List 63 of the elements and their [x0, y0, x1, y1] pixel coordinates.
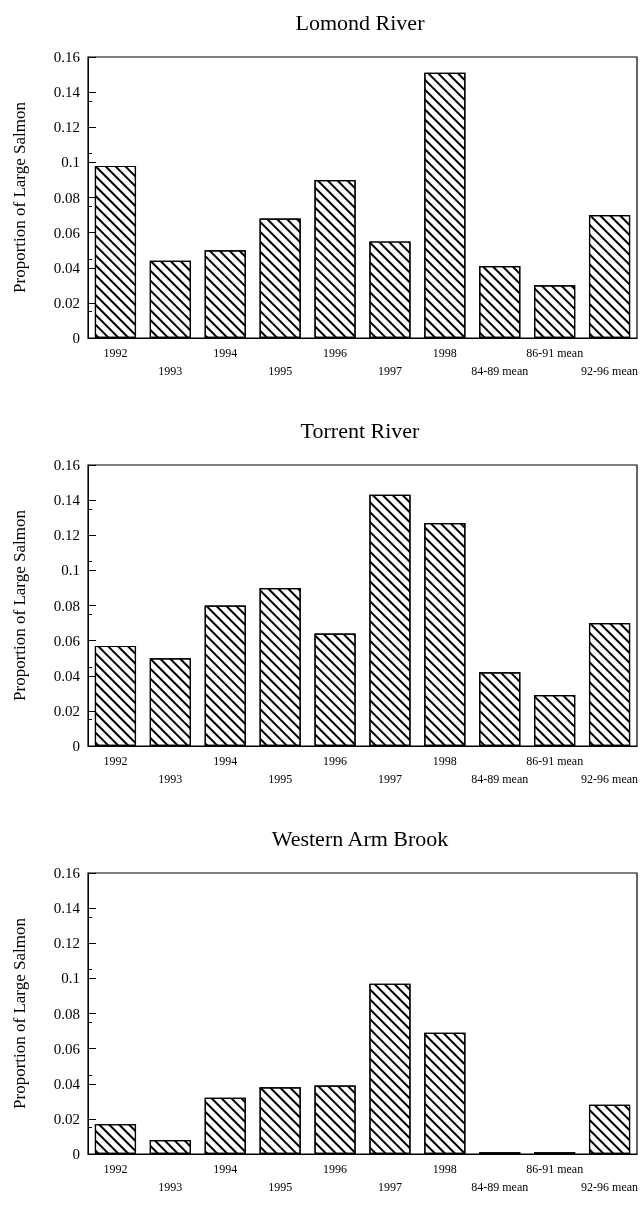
x-tick-label: 1996: [323, 754, 348, 768]
x-tick-label: 86-91 mean: [526, 1162, 584, 1176]
y-tick-label: 0.06: [53, 1040, 81, 1057]
y-tick-label: 0.14: [53, 492, 81, 509]
x-tick-label: 1993: [158, 1180, 183, 1194]
x-tick-label: 1992: [103, 754, 128, 768]
x-tick-label: 1997: [377, 772, 402, 786]
x-tick-label: 1994: [213, 1162, 238, 1176]
y-tick-label: 0.08: [53, 597, 80, 614]
y-tick-label: 0.1: [61, 154, 80, 171]
x-tick-label: 1992: [103, 1162, 128, 1176]
x-tick-label: 1995: [268, 1180, 293, 1194]
y-tick-label: 0.1: [61, 970, 80, 987]
x-tick-label: 1998: [432, 1162, 457, 1176]
y-tick-label: 0.04: [53, 667, 81, 684]
x-tick-label: 1995: [268, 364, 293, 378]
y-tick-label: 0.1: [61, 562, 80, 579]
x-tick-label: 1994: [213, 346, 238, 360]
x-tick-label: 1996: [323, 1162, 348, 1176]
y-axis-title: Proportion of Large Salmon: [10, 509, 29, 701]
y-axis-title: Proportion of Large Salmon: [10, 917, 29, 1109]
x-tick-label: 1997: [377, 364, 402, 378]
y-tick-label: 0.04: [53, 1075, 81, 1092]
x-tick-label: 1992: [103, 346, 128, 360]
chart-title: Torrent River: [300, 417, 421, 443]
chart-title: Lomond River: [295, 9, 426, 35]
y-tick-label: 0.08: [53, 189, 80, 206]
x-tick-label: 1996: [323, 346, 348, 360]
y-tick-label: 0.16: [53, 865, 81, 881]
y-tick-label: 0.08: [53, 1005, 80, 1022]
y-tick-label: 0.06: [53, 224, 81, 241]
y-tick-label: 0: [72, 330, 80, 346]
y-tick-label: 0.02: [53, 294, 80, 311]
y-tick-label: 0.12: [53, 119, 80, 136]
y-tick-label: 0.16: [53, 49, 81, 65]
y-tick-label: 0.02: [53, 702, 80, 719]
x-tick-label: 86-91 mean: [526, 346, 584, 360]
x-tick-label: 86-91 mean: [526, 754, 584, 768]
y-tick-label: 0: [72, 738, 80, 754]
y-tick-label: 0.14: [53, 900, 81, 917]
x-tick-label: 84-89 mean: [471, 364, 529, 378]
x-tick-label: 92-96 mean: [581, 1180, 639, 1194]
x-tick-label: 1998: [432, 346, 457, 360]
x-tick-label: 1998: [432, 754, 457, 768]
y-tick-label: 0.02: [53, 1110, 80, 1127]
y-tick-label: 0.16: [53, 457, 81, 473]
y-tick-label: 0.12: [53, 935, 80, 952]
chart-title: Western Arm Brook: [271, 825, 449, 851]
y-tick-label: 0.04: [53, 259, 81, 276]
x-tick-label: 92-96 mean: [581, 364, 639, 378]
y-tick-label: 0.12: [53, 527, 80, 544]
x-tick-label: 1993: [158, 364, 183, 378]
x-tick-label: 1995: [268, 772, 293, 786]
y-tick-label: 0.06: [53, 632, 81, 649]
x-tick-label: 84-89 mean: [471, 772, 529, 786]
y-tick-label: 0: [72, 1146, 80, 1162]
y-tick-label: 0.14: [53, 84, 81, 101]
y-axis-title: Proportion of Large Salmon: [10, 101, 29, 293]
x-tick-label: 92-96 mean: [581, 772, 639, 786]
x-tick-label: 84-89 mean: [471, 1180, 529, 1194]
x-tick-label: 1997: [377, 1180, 402, 1194]
x-tick-label: 1993: [158, 772, 183, 786]
x-tick-label: 1994: [213, 754, 238, 768]
